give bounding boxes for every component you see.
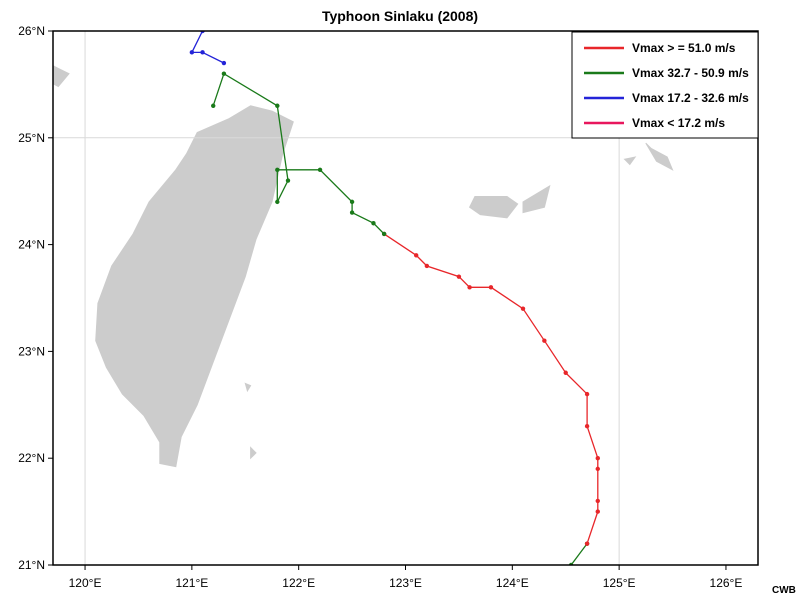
track-point (456, 274, 462, 279)
track-line (190, 31, 225, 64)
track-point (595, 456, 600, 461)
lat-tick-label: 23°N (18, 344, 45, 358)
island (53, 65, 70, 88)
lat-tick-label: 22°N (18, 451, 45, 465)
track-point (595, 498, 600, 504)
track-point (221, 60, 227, 66)
track-point (542, 338, 547, 343)
island (468, 196, 519, 219)
credit-label: CWB (772, 585, 796, 596)
lat-tick-label: 21°N (18, 558, 45, 572)
track-point (275, 103, 280, 108)
lon-tick-label: 124°E (496, 576, 529, 590)
track-point (275, 199, 280, 205)
track-point (584, 541, 590, 546)
legend-label: Vmax < 17.2 m/s (632, 116, 725, 130)
track-line (570, 543, 588, 565)
map-title: Typhoon Sinlaku (2008) (321, 8, 479, 24)
lat-tick-label: 25°N (18, 131, 45, 145)
track-point (563, 370, 568, 375)
track-point (317, 167, 323, 173)
legend-item: Vmax 17.2 - 32.6 m/s (584, 91, 749, 105)
island (250, 446, 257, 460)
track-point (488, 285, 494, 290)
track-point (349, 210, 355, 215)
lat-tick-label: 24°N (18, 238, 45, 252)
track-point (595, 509, 600, 514)
legend-item: Vmax > = 51.0 m/s (584, 41, 736, 55)
legend-item: Vmax 32.7 - 50.9 m/s (584, 66, 749, 80)
track-point (200, 50, 205, 55)
legend: Vmax > = 51.0 m/s Vmax 32.7 - 50.9 m/s Vma… (571, 31, 759, 139)
island (522, 184, 551, 214)
island (623, 156, 637, 166)
island (53, 286, 54, 289)
legend-label: Vmax 17.2 - 32.6 m/s (632, 91, 749, 105)
track-segment-medium (211, 71, 387, 237)
axis-labels: 120°E 121°E 122°E 123°E 124°E 125°E 126°E 21°N 2… (18, 24, 742, 590)
track-point (211, 103, 216, 108)
track-point (349, 199, 355, 205)
legend-label: Vmax > = 51.0 m/s (632, 41, 736, 55)
track-point (285, 178, 291, 183)
lon-tick-label: 123°E (389, 576, 422, 590)
track-point (424, 263, 430, 269)
track-point (371, 221, 376, 226)
legend-label: Vmax 32.7 - 50.9 m/s (632, 66, 749, 80)
lon-tick-label: 126°E (710, 576, 743, 590)
track-point (584, 423, 590, 429)
lon-tick-label: 120°E (69, 576, 102, 590)
land-layer (53, 65, 674, 468)
track-point (381, 231, 387, 237)
track-point (467, 285, 472, 290)
lon-tick-label: 125°E (603, 576, 636, 590)
track-segment-weak (189, 31, 227, 66)
legend-box (571, 31, 759, 139)
lon-tick-label: 121°E (175, 576, 208, 590)
lat-tick-label: 26°N (18, 24, 45, 38)
typhoon-track (189, 31, 600, 565)
track-point (221, 71, 227, 76)
lon-tick-label: 122°E (282, 576, 315, 590)
track-point (189, 50, 195, 55)
legend-item: Vmax < 17.2 m/s (584, 116, 725, 130)
island (244, 382, 252, 393)
taiwan-landmass (95, 105, 294, 468)
track-point (275, 167, 280, 173)
track-point (595, 466, 600, 472)
track-point (584, 391, 590, 397)
island (645, 142, 674, 171)
track-point (520, 306, 526, 311)
track-segment-strong (381, 231, 600, 546)
track-line (383, 233, 599, 544)
track-point (413, 253, 419, 258)
